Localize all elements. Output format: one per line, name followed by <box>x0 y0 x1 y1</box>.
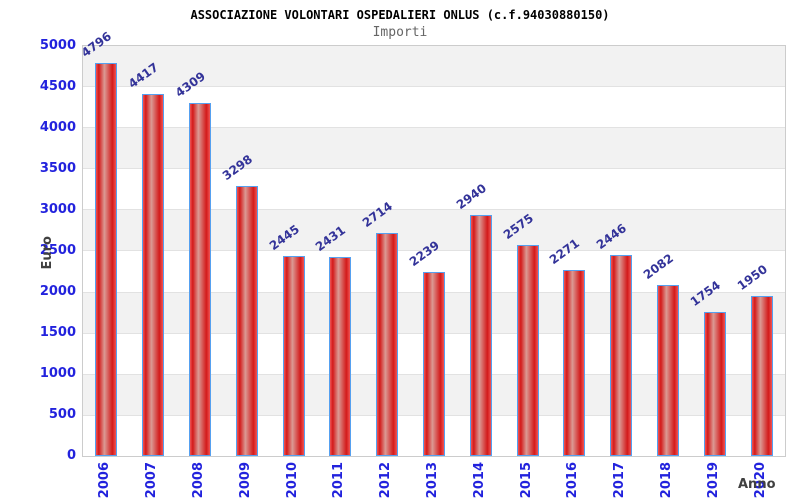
bar <box>236 186 258 456</box>
bar-value-label: 2940 <box>453 181 490 212</box>
bar <box>189 103 211 456</box>
bar <box>517 245 539 456</box>
x-tick-label: 2006 <box>97 462 112 499</box>
x-tick-label: 2007 <box>144 462 159 499</box>
x-tick-label: 2013 <box>425 462 440 499</box>
y-tick-label: 3500 <box>39 161 76 176</box>
x-tick-label: 2016 <box>565 462 580 499</box>
bar <box>563 270 585 456</box>
y-tick-label: 2500 <box>39 243 76 258</box>
x-tick-label: 2012 <box>378 462 393 499</box>
x-axis: 2006 2007 2008 2009 2010 2011 2012 2013 2014 2015… <box>82 462 786 500</box>
bar-value-label: 2239 <box>406 238 443 269</box>
x-tick-label: 2017 <box>612 462 627 499</box>
x-tick-label: 2015 <box>519 462 534 499</box>
bar <box>704 312 726 456</box>
bar-value-label: 1754 <box>687 278 724 309</box>
y-tick-label: 0 <box>66 448 76 463</box>
bar-value-label: 3298 <box>219 152 256 183</box>
x-tick-label: 2018 <box>659 462 674 499</box>
grid-band <box>83 46 785 88</box>
bar-value-label: 4309 <box>172 69 209 100</box>
bar-value-label: 2446 <box>593 221 630 252</box>
plot-area: 4796 4417 4309 3298 2445 2431 2714 2239 2940 2575… <box>79 29 786 457</box>
chart-subtitle: Importi <box>372 25 428 40</box>
chart-title: ASSOCIAZIONE VOLONTARI OSPEDALIERI ONLUS… <box>190 8 610 22</box>
bar <box>751 296 773 456</box>
bars-layer: 4796 4417 4309 3298 2445 2431 2714 2239 2940 2575… <box>79 29 785 456</box>
y-tick-label: 2000 <box>39 284 76 299</box>
y-tick-label: 4500 <box>39 79 76 94</box>
y-tick-label: 4000 <box>39 120 76 135</box>
x-tick-label: 2014 <box>472 462 487 499</box>
y-tick-label: 500 <box>48 407 76 422</box>
y-tick-label: 1000 <box>39 366 76 381</box>
bar-value-label: 2431 <box>312 223 349 254</box>
bar-value-label: 2445 <box>266 222 303 253</box>
bar <box>470 215 492 456</box>
x-tick-label: 2011 <box>331 462 346 499</box>
bar <box>657 285 679 456</box>
bar <box>329 257 351 456</box>
y-tick-label: 1500 <box>39 325 76 340</box>
x-axis-title: Anno <box>738 477 776 492</box>
bar-value-label: 2271 <box>546 236 583 267</box>
y-axis: 0 500 1000 1500 2000 2500 3000 3500 4000 4500 5000 <box>0 39 76 463</box>
bar <box>610 255 632 456</box>
y-tick-label: 5000 <box>39 38 76 53</box>
bar-value-label: 2714 <box>359 199 396 230</box>
x-tick-label: 2019 <box>706 462 721 499</box>
bar-value-label: 2082 <box>640 251 677 282</box>
y-axis-title: Euro <box>40 236 55 270</box>
bar <box>95 63 117 456</box>
y-tick-label: 3000 <box>39 202 76 217</box>
x-tick-label: 2008 <box>191 462 206 499</box>
x-tick-label: 2009 <box>238 462 253 499</box>
bar <box>283 256 305 456</box>
bar <box>142 94 164 456</box>
bar <box>423 272 445 456</box>
bar-value-label: 1950 <box>734 262 771 293</box>
bar <box>376 233 398 456</box>
x-tick-label: 2010 <box>285 462 300 499</box>
bar-value-label: 4417 <box>125 60 162 91</box>
bar-value-label: 2575 <box>500 211 537 242</box>
